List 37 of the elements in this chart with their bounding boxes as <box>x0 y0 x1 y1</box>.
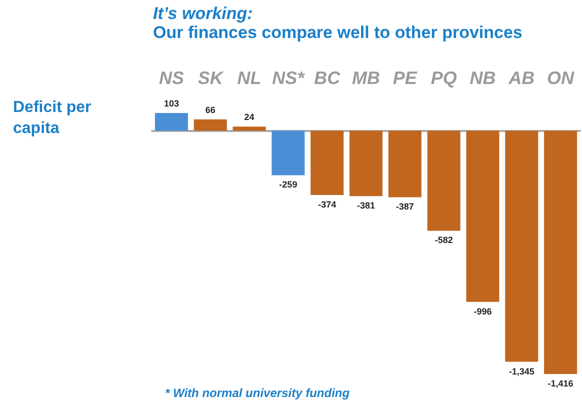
text: * With normal university funding <box>165 386 350 400</box>
data-label: -996 <box>474 306 492 316</box>
x-tick-label: MB <box>352 68 380 88</box>
data-label: 103 <box>164 98 179 108</box>
x-tick-label: PE <box>392 68 418 88</box>
bar <box>232 126 266 131</box>
data-label: -259 <box>279 180 298 190</box>
data-label: 24 <box>244 112 254 122</box>
x-tick-label: NL <box>237 68 262 88</box>
bar <box>194 119 227 131</box>
bar <box>544 130 578 374</box>
data-label: -387 <box>396 202 414 212</box>
x-tick-label: BC <box>314 68 342 88</box>
text: Deficit per capita <box>13 99 96 137</box>
data-label: -582 <box>434 235 453 246</box>
data-label: -374 <box>318 199 336 210</box>
x-tick-label: AB <box>508 68 535 88</box>
bar <box>466 130 500 302</box>
bar <box>272 130 305 176</box>
x-tick-label: SK <box>198 68 225 88</box>
data-label: -381 <box>356 200 376 211</box>
chart-title: It’s working: <box>153 4 253 23</box>
bar <box>505 130 538 362</box>
bar <box>154 113 188 131</box>
bar <box>388 130 422 198</box>
x-tick-label: NS <box>158 68 184 88</box>
bar <box>427 130 460 231</box>
data-label: -1,345 <box>508 366 534 376</box>
chart-subtitle: Our finances compare well to other provinces <box>153 23 522 42</box>
data-label: 66 <box>205 104 216 115</box>
bar <box>310 130 344 195</box>
bar <box>350 130 382 196</box>
x-tick-label: ON <box>547 68 576 88</box>
x-tick-label: NB <box>470 68 496 88</box>
x-tick-label: NS* <box>272 68 306 88</box>
x-tick-label: PQ <box>430 68 457 88</box>
data-label: -1,416 <box>548 378 574 388</box>
